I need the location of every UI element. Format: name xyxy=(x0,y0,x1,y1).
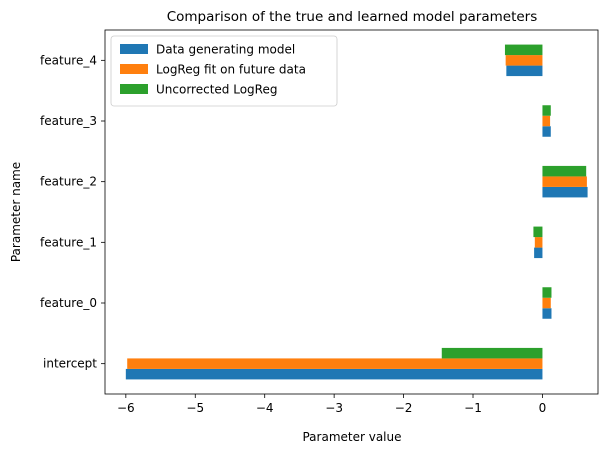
x-tick-label: −4 xyxy=(256,401,274,415)
bar-intercept-series-1 xyxy=(127,358,543,369)
legend-box xyxy=(110,35,338,107)
x-ticks-group: −6 −5 −4 −3 −2 −1 0 xyxy=(117,394,546,415)
bar-feature_3-series-2 xyxy=(542,105,551,116)
bar-feature_4-series-0 xyxy=(506,65,543,77)
y-axis-label: Parameter name xyxy=(9,162,23,262)
bar-feature_1-series-0 xyxy=(534,247,543,259)
bar-feature_3-series-0 xyxy=(542,126,551,137)
legend-swatch xyxy=(120,44,148,54)
x-tick-label: −3 xyxy=(325,401,343,415)
legend-swatch xyxy=(120,84,148,94)
y-ticks-group: intercept feature_0 feature_1 feature_2 feat… xyxy=(40,53,105,371)
legend-label: LogReg fit on future data xyxy=(156,63,306,77)
chart-title: Comparison of the true and learned model… xyxy=(167,9,538,25)
bars-group xyxy=(125,44,588,380)
x-tick-label: −5 xyxy=(186,401,204,415)
legend-label: Uncorrected LogReg xyxy=(156,83,277,97)
y-tick-label: feature_4 xyxy=(40,53,97,67)
legend-swatch xyxy=(120,64,148,74)
x-tick-label: −1 xyxy=(464,401,482,415)
y-tick-label: feature_1 xyxy=(40,235,97,249)
bar-feature_0-series-1 xyxy=(542,297,551,309)
bar-intercept-series-2 xyxy=(441,347,543,359)
bar-feature_1-series-2 xyxy=(533,226,543,238)
y-tick-label: feature_0 xyxy=(40,296,97,310)
plot-frame xyxy=(104,29,599,395)
legend-label: Data generating model xyxy=(156,43,295,57)
y-tick-label: feature_2 xyxy=(40,175,97,189)
y-tick-label: feature_3 xyxy=(40,114,97,128)
x-tick-label: −2 xyxy=(395,401,413,415)
bar-intercept-series-0 xyxy=(125,368,543,380)
y-tick-label: intercept xyxy=(43,357,97,371)
bar-feature_1-series-1 xyxy=(534,237,543,248)
bar-feature_4-series-1 xyxy=(505,55,543,66)
bar-feature_2-series-1 xyxy=(542,176,587,187)
bar-feature_0-series-2 xyxy=(542,287,552,298)
bar-feature_2-series-2 xyxy=(542,165,587,177)
bar-feature_4-series-2 xyxy=(504,44,543,56)
x-tick-label: 0 xyxy=(539,401,547,415)
bar-feature_2-series-0 xyxy=(542,186,588,198)
legend: Data generating model LogReg fit on futur… xyxy=(110,35,338,107)
bar-feature_3-series-1 xyxy=(542,115,551,127)
bar-feature_0-series-0 xyxy=(542,308,552,319)
x-tick-label: −6 xyxy=(117,401,135,415)
x-axis-label: Parameter value xyxy=(302,430,401,444)
